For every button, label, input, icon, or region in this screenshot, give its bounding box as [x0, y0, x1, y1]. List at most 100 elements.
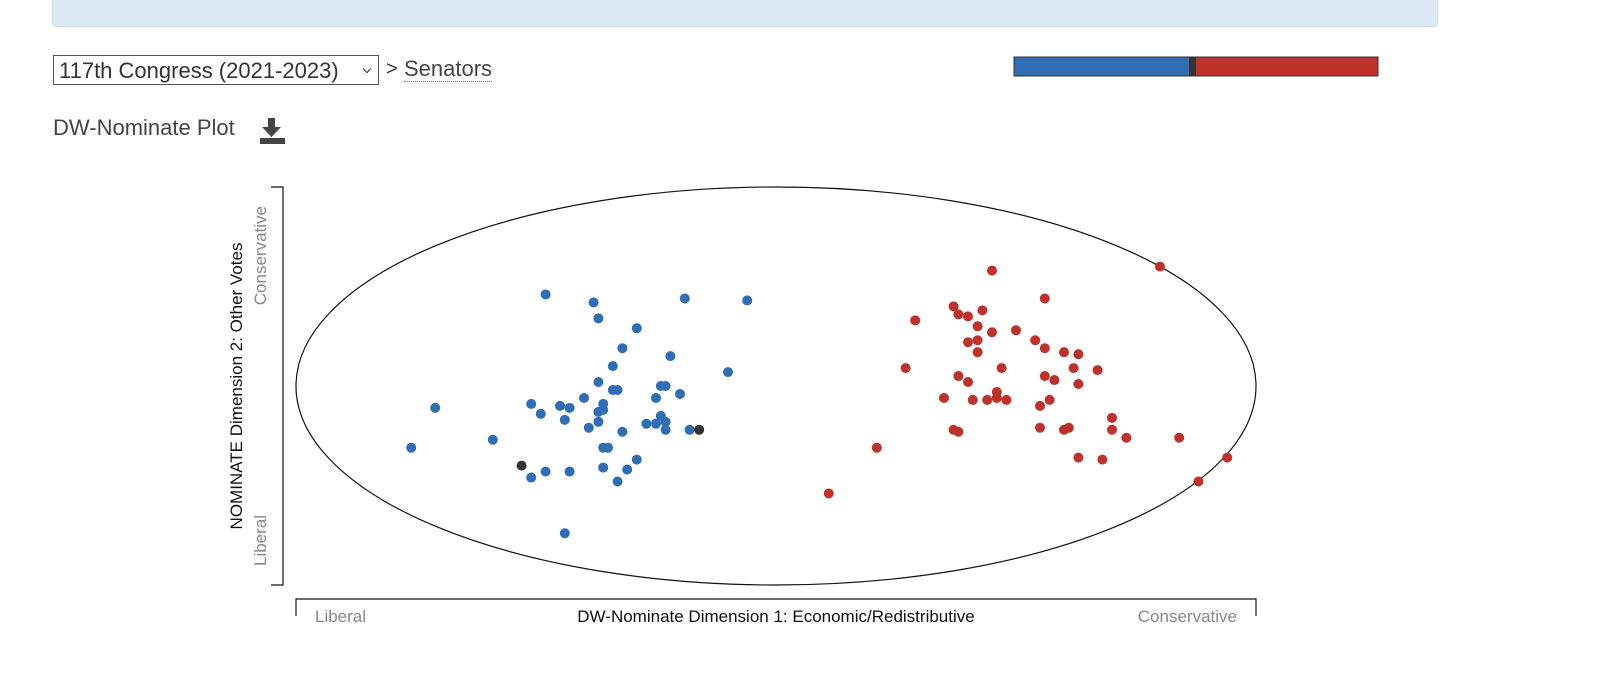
member-point — [963, 377, 973, 388]
member-point — [1044, 394, 1055, 405]
member-point — [559, 414, 570, 425]
member-point — [526, 398, 537, 409]
member-point — [977, 305, 988, 316]
member-point — [660, 416, 671, 427]
member-point — [593, 416, 604, 427]
member-point — [430, 402, 441, 413]
member-point — [1193, 476, 1204, 487]
member-point — [1073, 349, 1084, 360]
party-bar-segment — [1196, 57, 1378, 76]
member-point — [996, 363, 1007, 374]
member-point — [948, 301, 959, 312]
member-point — [1092, 365, 1103, 376]
member-point — [1059, 347, 1069, 358]
party-bar-segment — [1188, 57, 1196, 76]
member-point — [555, 400, 565, 411]
x-low-label: Liberal — [315, 607, 366, 626]
member-point — [1030, 335, 1041, 346]
member-point — [1073, 379, 1084, 390]
member-point — [963, 311, 973, 322]
member-point — [622, 464, 633, 475]
download-icon[interactable] — [260, 118, 285, 144]
member-point — [612, 384, 623, 395]
party-bar-border — [1013, 56, 1379, 77]
member-point — [588, 297, 599, 308]
member-point — [660, 381, 671, 391]
member-point — [540, 289, 551, 300]
member-point — [607, 361, 618, 372]
member-point — [612, 476, 623, 487]
member-point — [1035, 400, 1045, 411]
member-point — [660, 424, 671, 435]
member-point — [1068, 363, 1079, 374]
member-point — [1121, 432, 1132, 443]
member-point — [1222, 452, 1233, 463]
member-point — [1155, 261, 1165, 272]
member-point — [564, 466, 575, 477]
x-high-label: Conservative — [1138, 607, 1237, 626]
member-point — [579, 392, 589, 403]
member-point — [900, 363, 911, 374]
member-point — [823, 488, 834, 499]
member-point — [1011, 325, 1021, 336]
member-point — [1174, 432, 1185, 443]
member-point — [963, 337, 973, 348]
notice-box: enumerations of the voting on each roll … — [52, 0, 1438, 27]
y-axis-title: NOMINATE Dimension 2: Other Votes — [227, 243, 246, 530]
member-point — [991, 392, 1002, 403]
member-point — [953, 426, 964, 437]
x-axis-title: DW-Nominate Dimension 1: Economic/Redist… — [577, 607, 974, 626]
member-point — [972, 321, 983, 332]
breadcrumb-separator: > — [386, 58, 398, 80]
member-point — [694, 424, 705, 435]
member-point — [1039, 343, 1050, 354]
member-point — [987, 327, 997, 338]
member-point — [910, 315, 921, 326]
member-point — [939, 392, 949, 403]
member-point — [564, 402, 575, 413]
plot-title: DW-Nominate Plot — [53, 115, 235, 140]
member-point — [684, 424, 695, 435]
member-point — [972, 347, 983, 358]
member-point — [953, 371, 964, 382]
member-point — [953, 309, 964, 320]
y-axis-bracket — [271, 186, 284, 586]
member-point — [1049, 375, 1060, 386]
member-point — [1039, 371, 1050, 382]
member-point — [723, 367, 733, 378]
member-point — [982, 394, 993, 405]
member-point — [526, 472, 537, 483]
member-point — [559, 528, 570, 539]
chamber-link[interactable]: Senators — [404, 56, 493, 82]
member-point — [1097, 454, 1108, 465]
member-point — [651, 392, 661, 403]
member-point — [972, 335, 983, 346]
y-high-label: Conservative — [251, 206, 270, 305]
member-point — [535, 408, 546, 419]
member-point — [1063, 422, 1074, 433]
member-point — [675, 388, 685, 399]
member-point — [583, 422, 594, 433]
member-point — [540, 466, 551, 477]
member-point — [742, 295, 753, 306]
member-point — [598, 462, 609, 473]
member-point — [631, 454, 642, 465]
x-axis-bracket — [295, 598, 1257, 616]
member-point — [593, 313, 604, 324]
member-point — [598, 442, 609, 453]
member-point — [871, 442, 882, 453]
y-low-label: Liberal — [251, 515, 270, 566]
member-point — [617, 426, 628, 437]
member-point — [665, 351, 676, 362]
member-point — [1039, 293, 1050, 304]
congress-select[interactable]: 117th Congress (2021-2023) — [53, 55, 379, 85]
member-point — [967, 394, 978, 405]
member-point — [1035, 422, 1045, 433]
member-point — [593, 377, 604, 388]
member-point — [679, 293, 690, 304]
member-point — [641, 418, 652, 429]
member-point — [487, 434, 498, 445]
member-point — [651, 418, 661, 429]
